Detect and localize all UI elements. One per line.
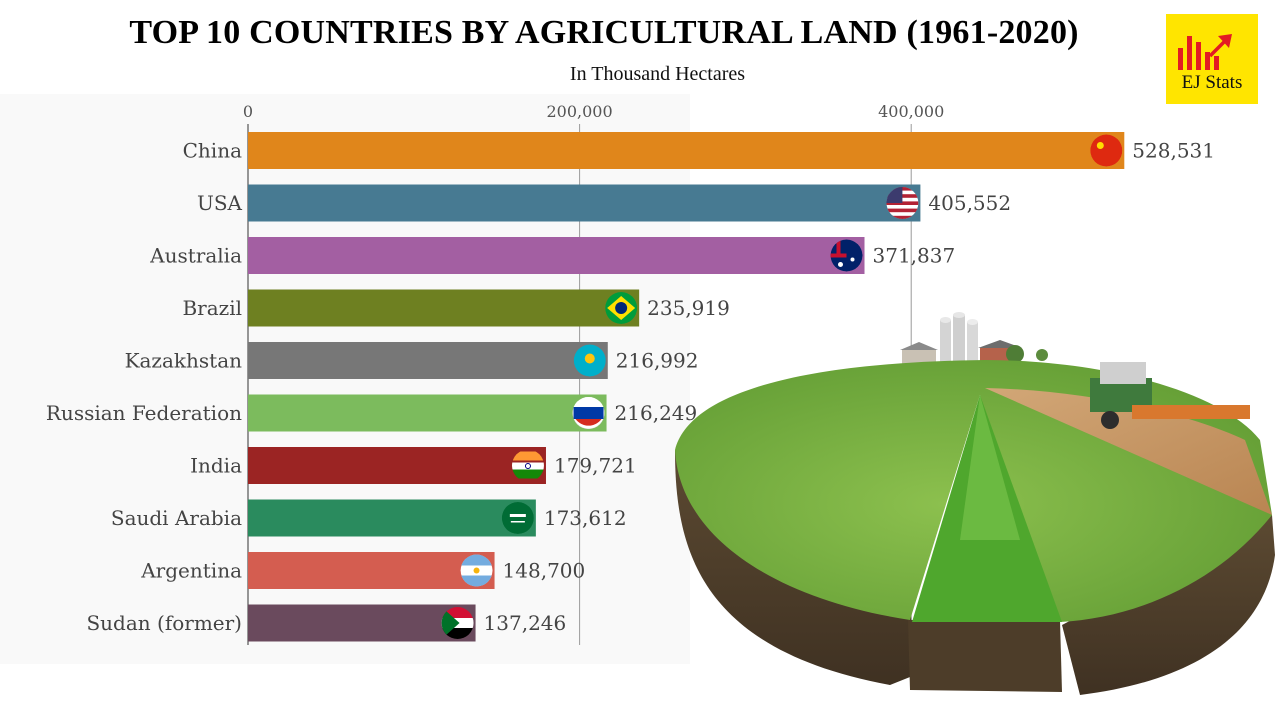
bar: [248, 447, 546, 484]
argentina-flag: [460, 554, 493, 587]
bar: [248, 394, 607, 432]
country-label: Russian Federation: [46, 401, 242, 425]
logo-text: EJ Stats: [1181, 72, 1243, 93]
russia-flag: [572, 397, 605, 429]
farmland-pie-illustration: [675, 312, 1275, 695]
ej-stats-logo: EJ Stats: [1166, 14, 1258, 104]
country-label: Argentina: [140, 559, 242, 583]
value-label: 235,919: [647, 296, 730, 320]
bar-chart-icon: [1178, 34, 1232, 70]
country-label: India: [190, 454, 242, 478]
value-label: 528,531: [1132, 139, 1215, 163]
bar: [248, 237, 865, 274]
bar: [248, 184, 921, 222]
value-label: 137,246: [484, 611, 567, 635]
x-tick-label: 200,000: [547, 102, 613, 121]
value-label: 148,700: [503, 559, 586, 583]
saudi-arabia-flag: [501, 502, 534, 534]
country-label: USA: [197, 191, 243, 215]
chart-title: TOP 10 COUNTRIES BY AGRICULTURAL LAND (1…: [129, 14, 1079, 51]
bar: [248, 499, 536, 537]
brazil-flag: [605, 292, 638, 324]
bar: [248, 604, 476, 642]
value-label: 405,552: [928, 191, 1011, 215]
country-label: Australia: [149, 244, 242, 268]
value-label: 216,992: [616, 349, 699, 373]
sudan-flag: [441, 607, 474, 639]
harvester-illustration: [1090, 362, 1250, 429]
bar: [248, 289, 640, 327]
bar: [248, 342, 608, 379]
farm-buildings: [900, 312, 1048, 364]
country-label: Sudan (former): [86, 611, 242, 635]
china-flag: [1090, 134, 1123, 167]
x-tick-label: 0: [243, 102, 253, 121]
x-tick-label: 400,000: [878, 102, 944, 121]
chart-subtitle: In Thousand Hectares: [569, 63, 746, 85]
country-label: Saudi Arabia: [111, 506, 242, 530]
value-label: 371,837: [873, 244, 956, 268]
india-flag: [511, 451, 544, 479]
value-label: 216,249: [615, 401, 698, 425]
country-label: Kazakhstan: [125, 349, 243, 373]
value-label: 179,721: [554, 454, 637, 478]
value-label: 173,612: [544, 506, 627, 530]
country-label: China: [183, 139, 242, 163]
kazakhstan-flag: [573, 344, 606, 377]
bar: [248, 132, 1125, 169]
australia-flag: [830, 239, 863, 272]
country-label: Brazil: [182, 296, 242, 320]
bar: [248, 552, 495, 589]
